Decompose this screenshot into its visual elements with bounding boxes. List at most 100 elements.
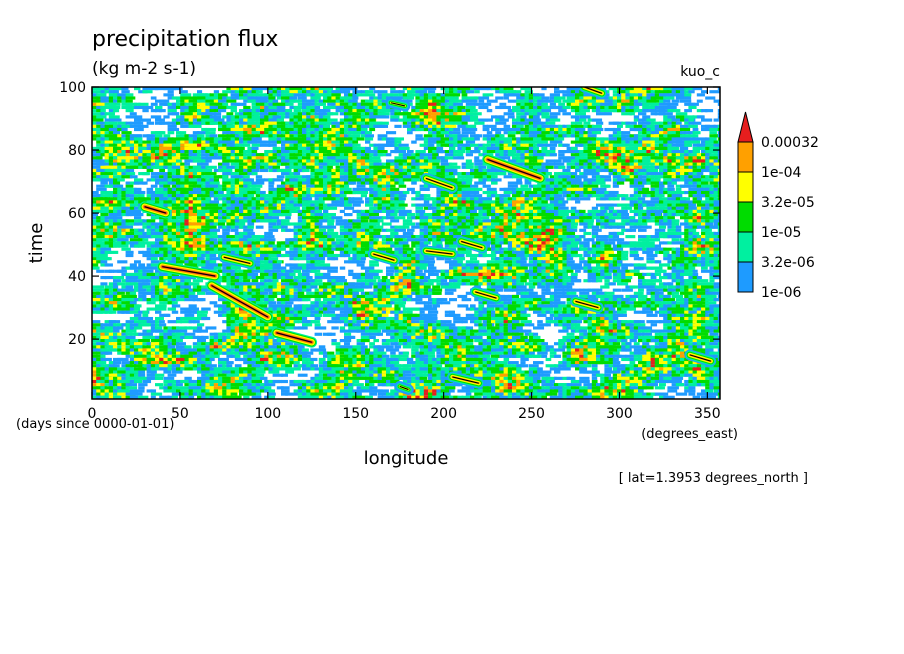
field-cell [449,124,457,128]
field-cell [239,150,245,154]
field-cell [394,109,400,113]
field-cell [285,124,292,128]
field-cell [134,187,142,191]
field-cell [675,87,686,91]
field-cell [600,209,607,213]
field-cell [612,134,620,138]
field-cell [537,124,544,128]
field-cell [297,127,304,132]
field-cell [201,118,207,122]
field-cell [318,118,325,122]
field-cell [516,124,524,128]
field-cell [688,124,698,128]
field-cell [470,213,480,217]
field-cell [100,140,109,144]
field-cell [365,134,375,138]
field-cell [369,156,381,160]
field-cell [612,96,619,100]
field-cell [276,137,285,141]
field-cell [398,181,405,185]
field-cell [524,105,532,110]
field-cell [654,150,661,154]
field-cell [260,112,268,116]
field-cell [293,143,300,147]
field-cell [675,140,682,144]
field-cell [617,96,623,100]
field-cell [465,105,473,110]
field-cell [659,146,665,150]
field-cell [251,143,261,147]
field-cell [470,143,480,147]
field-cell [281,102,287,106]
field-cell [251,127,258,132]
field-cell [470,124,477,128]
field-cell [356,137,365,141]
field-cell [717,124,720,128]
field-cell [360,90,369,94]
field-cell [629,200,638,204]
field-cell [310,134,317,138]
field-cell [113,146,120,150]
field-cell [192,124,202,128]
field-cell [108,102,121,106]
field-cell [684,150,691,154]
field-cell [507,109,515,113]
field-cell [583,96,592,100]
field-cell [596,150,602,154]
field-cell [373,105,380,110]
field-cell [512,121,518,125]
field-cell [474,112,482,116]
field-cell [465,127,478,132]
field-cell [449,115,456,119]
field-cell [201,93,209,97]
field-cell [255,178,266,182]
field-cell [331,162,340,166]
field-cell [671,137,680,141]
field-cell [318,112,326,116]
field-cell [184,134,190,138]
field-cell [209,134,218,138]
field-cell [344,118,351,122]
field-cell [541,109,552,113]
field-cell [377,134,388,138]
field-cell [121,87,129,91]
field-cell [306,197,313,201]
field-cell [180,99,186,103]
field-cell [465,153,474,157]
field-cell [247,121,254,125]
field-cell [327,102,334,106]
field-cell [444,153,454,157]
field-cell [155,140,164,144]
field-cell [398,184,407,188]
field-cell [692,121,702,125]
field-cell [264,150,274,154]
field-cell [293,121,300,125]
field-cell [617,124,623,128]
field-cell [612,90,620,94]
field-cell [260,168,269,173]
field-cell [503,140,511,144]
field-cell [461,87,472,91]
field-cell [545,121,556,125]
field-cell [255,124,262,128]
field-cell [260,190,266,195]
field-cell [369,109,377,113]
field-cell [323,118,331,122]
field-cell [398,197,406,201]
field-cell [717,206,720,210]
field-cell [659,137,665,141]
field-cell [314,200,325,204]
field-cell [125,96,136,100]
field-cell [604,102,613,106]
field-cell [226,137,234,141]
field-cell [113,109,120,113]
field-cell [549,134,558,138]
field-cell [146,219,156,223]
field-cell [646,118,656,122]
field-cell [159,146,168,150]
field-cell [243,175,250,179]
field-cell [297,96,307,100]
field-cell [134,216,142,220]
field-cell [113,118,122,122]
field-cell [289,90,298,94]
